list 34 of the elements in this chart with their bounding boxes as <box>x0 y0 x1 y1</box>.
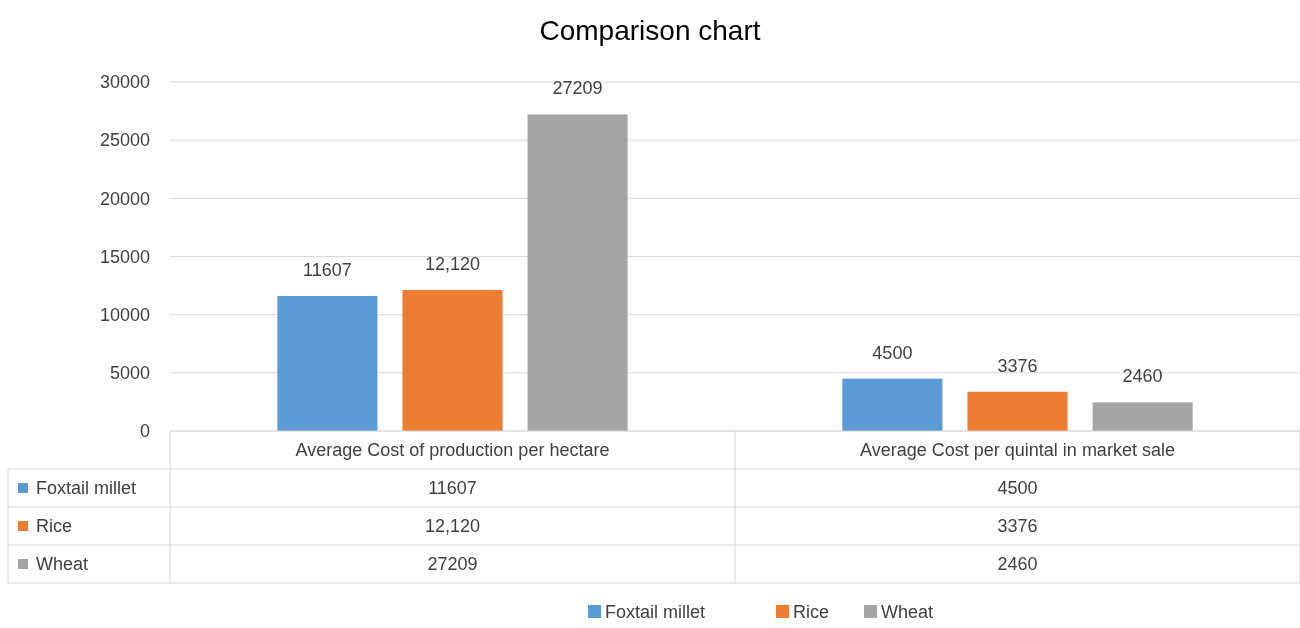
bar <box>842 378 943 431</box>
bar <box>967 391 1068 431</box>
text: 12,120 <box>424 254 481 274</box>
text: Wheat <box>36 554 89 575</box>
text: Rice <box>36 516 73 537</box>
text: Foxtail millet <box>605 602 706 623</box>
y-tick-label: 25000 <box>99 130 150 151</box>
data-label: 27209 <box>427 554 478 575</box>
text: 4500 <box>872 342 913 363</box>
x-tick-label: Average Cost per quintal in market sale <box>860 440 1175 461</box>
y-tick-label: 5000 <box>109 363 150 384</box>
chart-title: Comparison chart <box>539 15 761 46</box>
y-tick-label: 15000 <box>99 246 150 267</box>
legend-label: Foxtail millet <box>36 478 137 499</box>
y-tick-label: 0 <box>139 421 150 442</box>
text: 27209 <box>552 78 603 99</box>
y-tick-label: 10000 <box>99 304 150 325</box>
data-label: 3376 <box>997 516 1038 537</box>
text: 3376 <box>997 355 1038 376</box>
bar <box>527 114 628 431</box>
data-label: 12,120 <box>424 516 481 537</box>
text: 11607 <box>303 259 352 280</box>
data-label: 2460 <box>997 554 1038 575</box>
bar <box>277 295 378 431</box>
data-label: 4500 <box>997 478 1038 499</box>
legend-label: Wheat <box>881 602 934 623</box>
bar <box>1092 402 1193 431</box>
x-tick-label: Average Cost of production per hectare <box>295 440 610 461</box>
data-label: 11607 <box>428 478 477 499</box>
y-tick-label: 20000 <box>99 188 150 209</box>
legend-label: Rice <box>793 602 830 623</box>
y-tick-label: 30000 <box>99 72 150 93</box>
bar <box>402 290 503 431</box>
text: 2460 <box>1122 366 1163 387</box>
